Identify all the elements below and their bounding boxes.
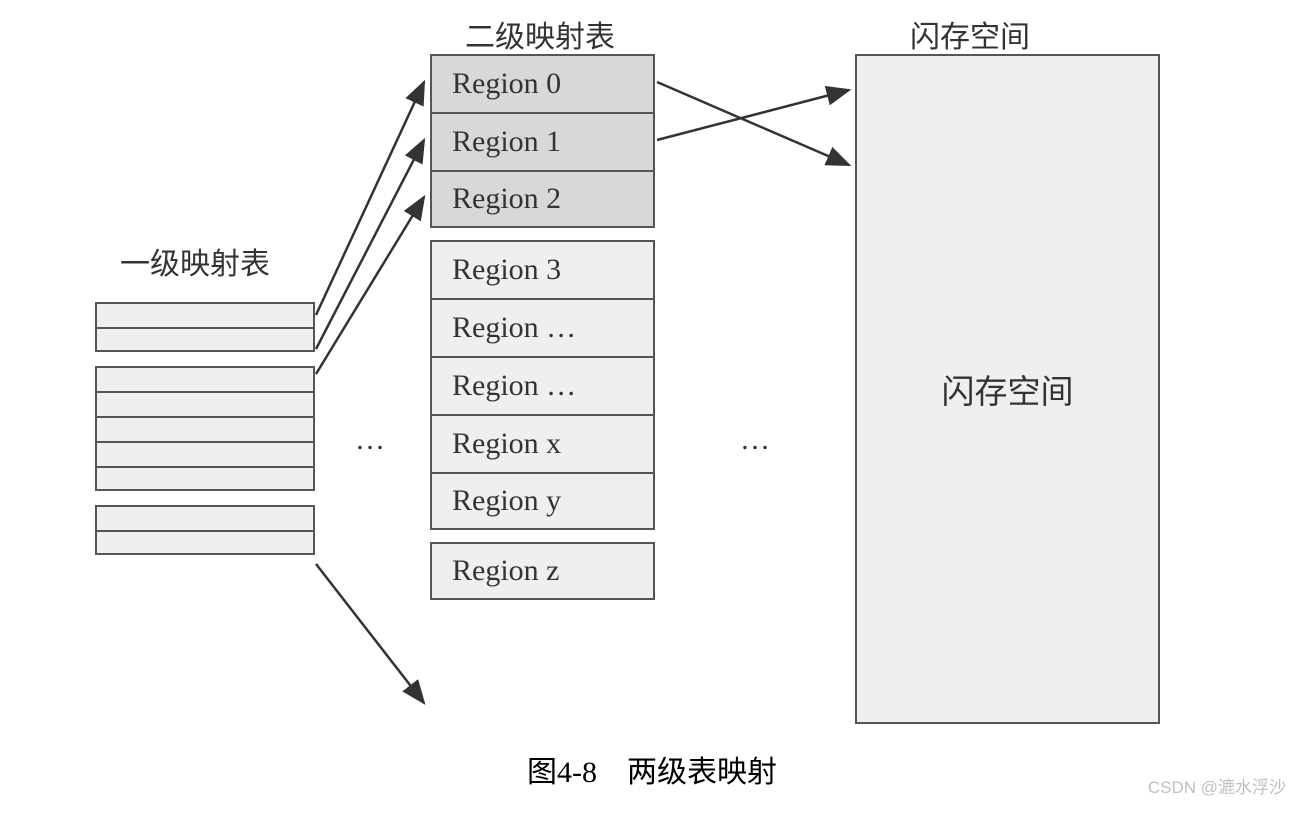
level2-row: Region x [430,414,655,472]
level1-row [95,302,315,327]
ellipsis-right: … [740,423,770,457]
level1-row [95,505,315,530]
level1-title: 一级映射表 [120,239,270,283]
level2-title: 二级映射表 [465,12,615,56]
level1-row [95,416,315,441]
arrow [316,564,424,703]
level1-row [95,466,315,491]
level1-row [95,366,315,391]
flash-box: 闪存空间 [855,54,1160,724]
ellipsis-left: … [355,423,385,457]
level2-row: Region 1 [430,112,655,170]
figure-caption: 图4-8 两级表映射 [527,747,777,791]
level1-row [95,530,315,555]
level2-row: Region z [430,542,655,600]
level1-table [95,302,315,555]
level1-row [95,327,315,352]
diagram-container: 一级映射表 二级映射表 闪存空间 Region 0Region 1Region … [0,0,1304,813]
level2-table: Region 0Region 1Region 2Region 3Region …… [430,54,655,600]
flash-label: 闪存空间 [942,365,1074,413]
level2-row: Region … [430,356,655,414]
level1-row [95,391,315,416]
level2-row: Region 2 [430,170,655,228]
arrow [657,90,849,140]
level2-row: Region 3 [430,240,655,298]
flash-title: 闪存空间 [910,12,1030,56]
arrow [316,140,424,349]
arrow [316,82,424,315]
level2-row: Region 0 [430,54,655,112]
arrow [657,82,849,165]
arrow [316,197,424,374]
watermark: CSDN @漉水浮沙 [1148,773,1286,798]
level1-row [95,441,315,466]
level2-row: Region y [430,472,655,530]
level2-row: Region … [430,298,655,356]
